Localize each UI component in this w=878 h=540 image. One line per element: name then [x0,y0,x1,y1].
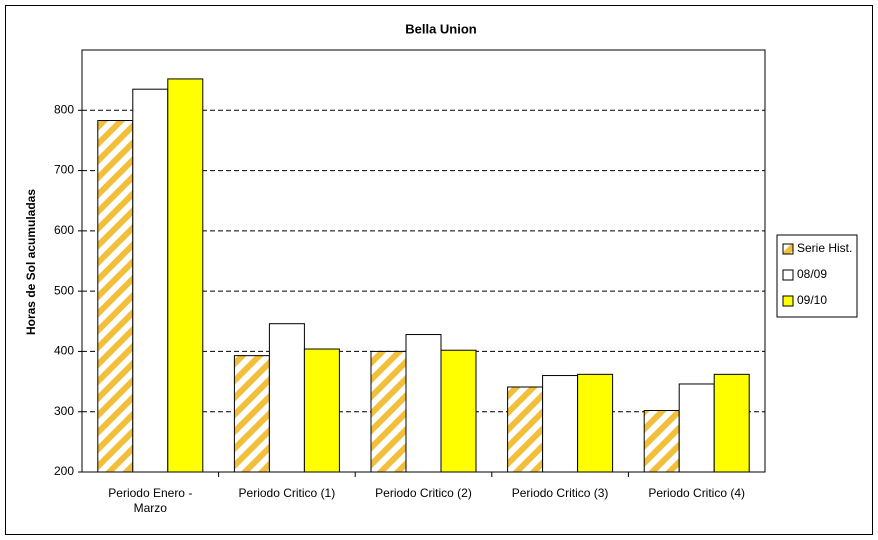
y-tick-label: 300 [54,404,74,418]
bar [405,334,442,473]
bar [233,355,270,473]
x-tick-label: Periodo Critico (2) [375,486,472,500]
y-tick-label: 200 [54,464,74,478]
x-tick-label: Periodo Critico (4) [648,486,746,500]
y-tick-label: 500 [54,283,74,297]
bar [440,349,477,473]
legend-label: Serie Hist. [797,241,852,255]
x-tick-label: Periodo Critico (1) [238,486,336,500]
legend-swatch [782,269,794,281]
x-tick-label: Periodo Enero - Marzo [108,486,193,515]
bar [577,373,614,473]
y-tick-label: 600 [54,223,74,237]
y-tick-label: 800 [54,102,74,116]
bar [132,88,169,473]
bar [542,375,579,473]
y-axis-label: Horas de Sol acumuladas [24,189,38,335]
chart-title: Bella Union [405,21,477,36]
bar [268,323,305,473]
bar [370,350,407,473]
legend-swatch [782,243,794,255]
y-tick-label: 700 [54,163,74,177]
legend-label: 08/09 [797,267,827,281]
bar [507,386,544,473]
bar [678,383,715,473]
legend-label: 09/10 [797,293,827,307]
x-tick-label: Periodo Critico (3) [511,486,609,500]
bar [713,373,750,473]
y-tick-label: 400 [54,344,74,358]
bar [167,78,204,473]
bar [643,410,680,473]
bar [303,348,340,473]
bar [97,120,134,473]
legend-swatch [782,295,794,307]
